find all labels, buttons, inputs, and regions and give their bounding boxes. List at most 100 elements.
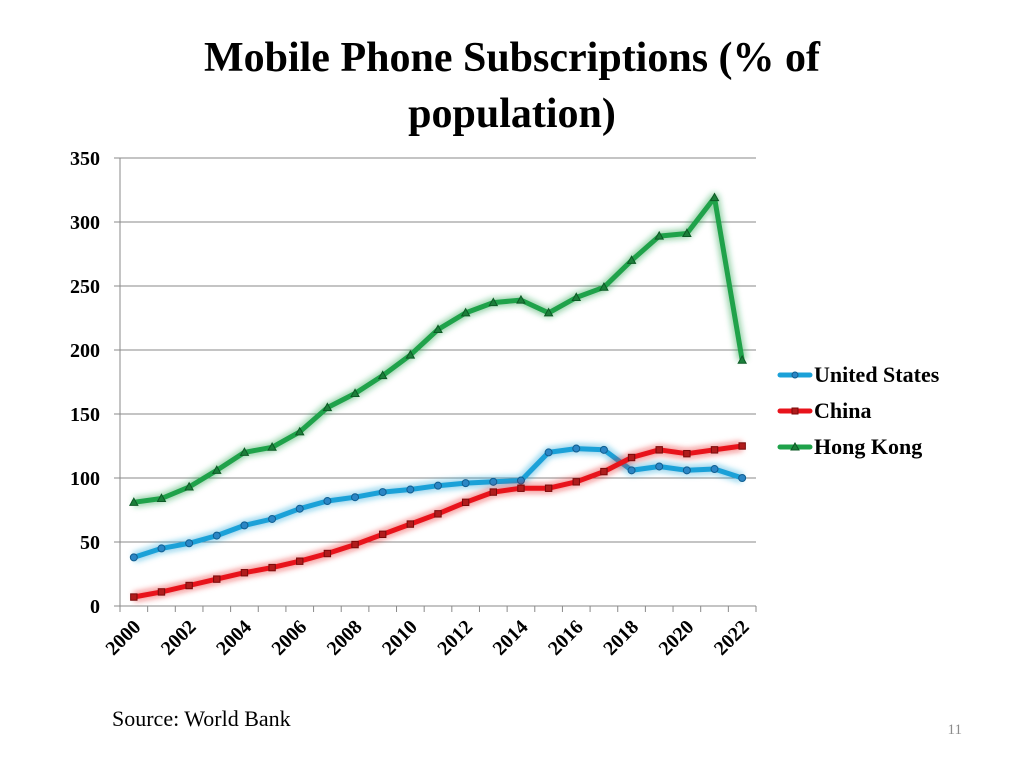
data-point-hong-kong: [737, 355, 748, 364]
data-point-china: [296, 557, 304, 565]
legend-label-china: China: [814, 398, 871, 423]
legend-marker-china: [791, 407, 799, 415]
x-tick-label: 2020: [655, 616, 699, 660]
data-point-hong-kong: [239, 447, 250, 456]
data-point-china: [517, 484, 525, 492]
data-point-china: [600, 467, 608, 476]
data-point-hong-kong: [267, 442, 277, 451]
data-point-united-states: [212, 531, 221, 540]
y-tick-label: 0: [90, 596, 100, 618]
data-point-china: [213, 575, 221, 583]
x-tick-label: 2014: [489, 616, 533, 660]
data-point-united-states: [738, 474, 747, 482]
data-point-china: [268, 563, 276, 572]
data-point-hong-kong: [184, 481, 194, 491]
data-point-hong-kong: [516, 294, 526, 304]
data-point-united-states: [599, 445, 608, 454]
data-point-china: [240, 569, 249, 577]
data-point-hong-kong: [599, 282, 609, 291]
y-tick-label: 250: [70, 276, 100, 298]
data-point-united-states: [157, 544, 166, 553]
data-point-china: [157, 588, 166, 596]
data-point-china: [378, 530, 387, 539]
data-point-united-states: [268, 514, 277, 523]
legend-marker-united-states: [791, 371, 799, 379]
legend-label-united-states: United States: [814, 362, 940, 387]
chart-title-line-2: population): [408, 91, 616, 137]
x-tick-label: 2002: [157, 616, 201, 660]
data-point-hong-kong: [211, 465, 222, 474]
data-point-united-states: [516, 476, 525, 485]
x-tick-label: 2008: [323, 616, 367, 660]
data-point-united-states: [461, 479, 470, 488]
data-point-hong-kong: [433, 324, 443, 334]
page-number: 11: [947, 722, 962, 738]
data-point-china: [544, 484, 553, 492]
x-tick-label: 2016: [544, 616, 588, 660]
y-tick-label: 300: [70, 212, 100, 234]
data-point-hong-kong: [128, 497, 139, 506]
data-point-hong-kong: [488, 297, 499, 307]
data-point-hong-kong: [377, 370, 388, 380]
x-tick-label: 2006: [267, 616, 311, 660]
data-point-united-states: [295, 504, 304, 513]
x-tick-label: 2022: [710, 616, 754, 660]
data-point-united-states: [406, 485, 415, 494]
source-note: Source: World Bank: [112, 706, 291, 731]
x-tick-label: 2000: [102, 616, 146, 660]
data-point-hong-kong: [294, 426, 305, 436]
x-tick-label: 2010: [378, 616, 422, 660]
data-point-china: [130, 593, 138, 601]
data-point-hong-kong: [626, 255, 637, 264]
data-point-hong-kong: [571, 292, 582, 302]
data-point-china: [738, 442, 746, 450]
data-point-china: [627, 453, 636, 462]
data-point-united-states: [655, 462, 664, 471]
legend-label-hong-kong: Hong Kong: [814, 434, 922, 459]
legend-marker-hong-kong: [790, 441, 800, 451]
data-point-united-states: [434, 481, 442, 490]
data-point-china: [323, 549, 332, 558]
data-point-hong-kong: [654, 230, 665, 240]
data-point-china: [489, 488, 498, 496]
data-point-hong-kong: [460, 307, 471, 317]
data-point-china: [655, 446, 663, 454]
data-point-united-states: [323, 497, 332, 506]
data-point-china: [351, 540, 359, 549]
data-point-hong-kong: [405, 349, 416, 359]
y-tick-label: 150: [70, 404, 100, 426]
data-point-china: [710, 446, 719, 454]
y-tick-label: 200: [70, 340, 100, 362]
data-point-hong-kong: [682, 228, 692, 238]
chart-title: Mobile Phone Subscriptions (% of populat…: [0, 30, 1024, 142]
x-tick-label: 2012: [433, 616, 477, 660]
line-chart: 0 50 100 150 200 250 300 350 2000 2002 2004 2006 200…: [70, 148, 940, 660]
data-point-hong-kong: [322, 402, 333, 412]
data-point-china: [434, 510, 442, 518]
data-point-united-states: [240, 521, 249, 530]
x-tick-label: 2018: [599, 616, 643, 660]
data-point-hong-kong: [350, 388, 360, 398]
data-point-united-states: [378, 488, 387, 497]
y-tick-label: 50: [80, 532, 100, 554]
chart-title-line-1: Mobile Phone Subscriptions (% of: [203, 35, 821, 81]
data-point-hong-kong: [156, 493, 167, 502]
data-point-united-states: [572, 444, 581, 453]
y-tick-label: 350: [70, 148, 100, 170]
data-point-united-states: [682, 466, 691, 475]
data-point-hong-kong: [543, 307, 554, 317]
data-point-china: [185, 581, 193, 590]
data-point-united-states: [489, 477, 498, 486]
y-tick-label: 100: [70, 468, 100, 490]
data-point-hong-kong: [709, 192, 720, 202]
data-point-china: [406, 520, 415, 528]
x-tick-label: 2004: [212, 616, 256, 660]
data-point-united-states: [627, 466, 636, 475]
data-point-china: [683, 449, 691, 458]
data-point-united-states: [185, 539, 194, 548]
data-point-united-states: [351, 493, 360, 502]
data-point-united-states: [544, 448, 553, 457]
data-point-china: [572, 478, 580, 486]
data-point-china: [461, 498, 470, 507]
data-point-united-states: [710, 465, 719, 474]
